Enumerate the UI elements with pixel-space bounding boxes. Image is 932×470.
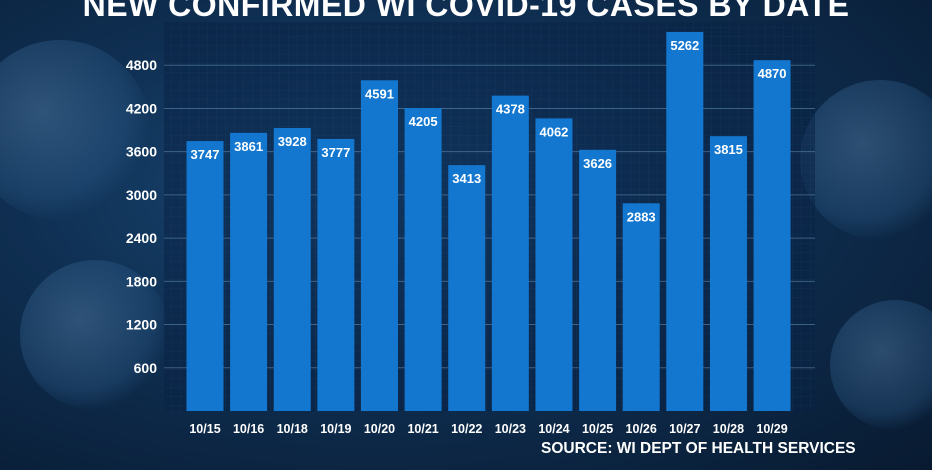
bar — [230, 132, 268, 412]
y-tick-label: 600 — [134, 360, 158, 376]
x-tick-label: 10/28 — [713, 422, 744, 436]
bar — [753, 60, 791, 412]
x-tick-label: 10/26 — [626, 422, 657, 436]
x-tick-label: 10/19 — [320, 422, 351, 436]
bar — [579, 149, 617, 411]
y-tick-label: 1200 — [126, 317, 157, 333]
bar-value-label: 3413 — [452, 171, 481, 186]
bar — [491, 95, 529, 411]
x-tick-label: 10/27 — [669, 422, 700, 436]
x-tick-label: 10/25 — [582, 422, 613, 436]
virus-decoration — [800, 80, 932, 240]
x-tick-label: 10/16 — [233, 422, 264, 436]
virus-decoration — [0, 40, 150, 220]
bar-value-label: 3777 — [321, 145, 350, 160]
y-tick-label: 1800 — [126, 273, 157, 289]
plot-minor-grid — [164, 22, 815, 411]
bar — [273, 128, 311, 411]
y-tick-label: 4800 — [126, 57, 157, 73]
x-tick-label: 10/24 — [538, 422, 569, 436]
x-tick-label: 10/21 — [407, 422, 438, 436]
bar-value-label: 5262 — [670, 38, 699, 53]
virus-decoration — [830, 300, 932, 430]
x-tick-label: 10/20 — [364, 422, 395, 436]
bar-value-label: 4591 — [365, 86, 394, 101]
source-note: SOURCE: WI DEPT OF HEALTH SERVICES — [541, 440, 856, 457]
bar-value-label: 4870 — [758, 66, 787, 81]
bar — [186, 141, 224, 412]
bar — [622, 203, 660, 411]
bar — [317, 138, 355, 411]
x-tick-label: 10/15 — [189, 422, 220, 436]
x-tick-label: 10/18 — [277, 422, 308, 436]
bar-value-label: 3861 — [234, 139, 263, 154]
bar-value-label: 3928 — [278, 134, 307, 149]
bar-value-label: 4378 — [496, 102, 525, 117]
bar — [666, 31, 704, 412]
y-tick-label: 2400 — [126, 230, 157, 246]
chart-title: NEW CONFIRMED WI COVID-19 CASES BY DATE — [82, 0, 850, 23]
bar-value-label: 4062 — [539, 124, 568, 139]
bar-value-label: 3815 — [714, 142, 743, 157]
bar — [709, 136, 747, 411]
x-tick-label: 10/29 — [756, 422, 787, 436]
bar-value-label: 2883 — [627, 209, 656, 224]
bar — [448, 165, 486, 411]
y-tick-label: 3600 — [126, 144, 157, 160]
x-tick-label: 10/23 — [495, 422, 526, 436]
bar — [360, 80, 398, 412]
x-tick-label: 10/22 — [451, 422, 482, 436]
bar-value-label: 4205 — [409, 114, 438, 129]
bar — [404, 108, 442, 411]
y-tick-label: 4200 — [126, 100, 157, 116]
bar-value-label: 3747 — [191, 147, 220, 162]
virus-decoration — [20, 260, 170, 410]
bar-value-label: 3626 — [583, 156, 612, 171]
bar — [535, 118, 573, 411]
y-tick-label: 3000 — [126, 187, 157, 203]
